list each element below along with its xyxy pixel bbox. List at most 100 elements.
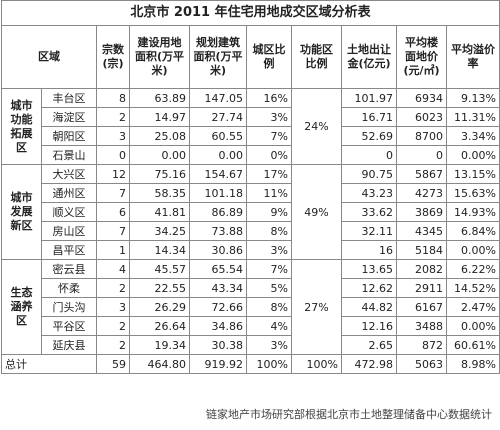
cell: 3 (96, 297, 130, 317)
cell: 8 (96, 88, 130, 108)
cell: 45.57 (129, 259, 190, 279)
header-cell: 规划建筑面积(万平米) (189, 25, 247, 89)
cell: 12 (96, 164, 130, 184)
header-cell: 功能区比例 (291, 25, 342, 89)
cell: 72.66 (189, 297, 247, 317)
data-row: 怀柔 2 22.55 43.34 5% 12.62 2911 14.52% (2, 278, 500, 298)
cell: 9% (246, 202, 292, 222)
cell: 16 (341, 240, 397, 260)
cell: 11% (246, 183, 292, 203)
district-name: 顺义区 (41, 202, 97, 222)
cell: 13.65 (341, 259, 397, 279)
cell: 33.62 (341, 202, 397, 222)
cell: 15.63% (446, 183, 500, 203)
cell: 4345 (396, 221, 447, 241)
data-row: 石景山 0 0.00 0.00 0% 0 0 0.00% (2, 145, 500, 165)
district-name: 通州区 (41, 183, 97, 203)
cell: 8% (246, 221, 292, 241)
cell: 0.00% (446, 316, 500, 336)
total-label: 总计 (1, 354, 97, 374)
cell: 41.81 (129, 202, 190, 222)
cell: 2.47% (446, 297, 500, 317)
group-name: 生态涵养区 (1, 259, 42, 355)
district-name: 平谷区 (41, 316, 97, 336)
cell: 2 (96, 316, 130, 336)
cell: 90.75 (341, 164, 397, 184)
cell: 6 (96, 202, 130, 222)
cell: 2.65 (341, 335, 397, 355)
data-row: 朝阳区 3 25.08 60.55 7% 52.69 8700 3.34% (2, 126, 500, 146)
cell: 30.38 (189, 335, 247, 355)
cell: 6934 (396, 88, 447, 108)
group-name: 城市发展新区 (1, 164, 42, 260)
table-body: 城市功能拓展区 丰台区 8 63.89 147.05 16% 24% 101.97 6934 9.… (1, 88, 500, 374)
cell: 7% (246, 259, 292, 279)
data-row: 城市功能拓展区 丰台区 8 63.89 147.05 16% 24% 101.97 6934 9.… (1, 88, 500, 165)
cell: 11.31% (446, 107, 500, 127)
table-title: 北京市 2011 年住宅用地成交区域分析表 (1, 0, 500, 25)
cell: 58.35 (129, 183, 190, 203)
cell: 0 (396, 145, 447, 165)
total-row: 总计 59 464.80 919.92 100% 100% 472.98 5063 8.98% (1, 354, 500, 374)
cell: 60.61% (446, 335, 500, 355)
group-name: 城市功能拓展区 (1, 88, 42, 165)
cell: 19.34 (129, 335, 190, 355)
cell: 14.34 (129, 240, 190, 260)
total-cell: 464.80 (129, 354, 190, 374)
cell: 34.86 (189, 316, 247, 336)
table-header: 区域 宗数(宗) 建设用地面积(万平米) 规划建筑面积(万平米) 城区比例 功能区比例 土地… (1, 25, 500, 89)
total-cell: 5063 (396, 354, 447, 374)
cell: 1 (96, 240, 130, 260)
cell: 65.54 (189, 259, 247, 279)
data-row: 城市发展新区 大兴区 12 75.16 154.67 17% 49% 90.75 5867 13.… (1, 164, 500, 260)
cell: 16.71 (341, 107, 397, 127)
cell: 0.00% (446, 240, 500, 260)
source-note: 链家地产市场研究部根据北京市土地整理储备中心数据统计 (206, 408, 492, 421)
district-name: 大兴区 (41, 164, 97, 184)
data-row: 昌平区 1 14.34 30.86 3% 16 5184 0.00% (2, 240, 500, 260)
cell: 5867 (396, 164, 447, 184)
cell: 14.52% (446, 278, 500, 298)
function-ratio: 49% (291, 164, 342, 260)
district-name: 丰台区 (41, 88, 97, 108)
district-name: 朝阳区 (41, 126, 97, 146)
cell: 14.97 (129, 107, 190, 127)
cell: 13.15% (446, 164, 500, 184)
cell: 17% (246, 164, 292, 184)
district-name: 昌平区 (41, 240, 97, 260)
total-cell: 8.98% (446, 354, 500, 374)
cell: 2 (96, 278, 130, 298)
cell: 0.00 (189, 145, 247, 165)
cell: 27.74 (189, 107, 247, 127)
header-cell: 区域 (1, 25, 97, 89)
district-name: 海淀区 (41, 107, 97, 127)
cell: 63.89 (129, 88, 190, 108)
cell: 8% (246, 297, 292, 317)
total-cell: 919.92 (189, 354, 247, 374)
cell: 25.08 (129, 126, 190, 146)
cell: 2 (96, 335, 130, 355)
district-name: 门头沟 (41, 297, 97, 317)
cell: 101.97 (341, 88, 397, 108)
header-cell: 土地出让金(亿元) (341, 25, 397, 89)
cell: 30.86 (189, 240, 247, 260)
cell: 7 (96, 221, 130, 241)
header-cell: 建设用地面积(万平米) (129, 25, 190, 89)
cell: 8700 (396, 126, 447, 146)
cell: 5% (246, 278, 292, 298)
cell: 154.67 (189, 164, 247, 184)
header-row: 区域 宗数(宗) 建设用地面积(万平米) 规划建筑面积(万平米) 城区比例 功能区比例 土地… (1, 25, 500, 89)
data-row: 延庆县 2 19.34 30.38 3% 2.65 872 60.61% (2, 335, 500, 355)
data-row: 通州区 7 58.35 101.18 11% 43.23 4273 15.63% (2, 183, 500, 203)
cell: 43.34 (189, 278, 247, 298)
cell: 3 (96, 126, 130, 146)
cell: 52.69 (341, 126, 397, 146)
data-row: 顺义区 6 41.81 86.89 9% 33.62 3869 14.93% (2, 202, 500, 222)
header-cell: 宗数(宗) (96, 25, 130, 89)
cell: 0 (341, 145, 397, 165)
cell: 14.93% (446, 202, 500, 222)
cell: 4 (96, 259, 130, 279)
cell: 0.00% (446, 145, 500, 165)
function-ratio: 24% (291, 88, 342, 165)
cell: 73.88 (189, 221, 247, 241)
